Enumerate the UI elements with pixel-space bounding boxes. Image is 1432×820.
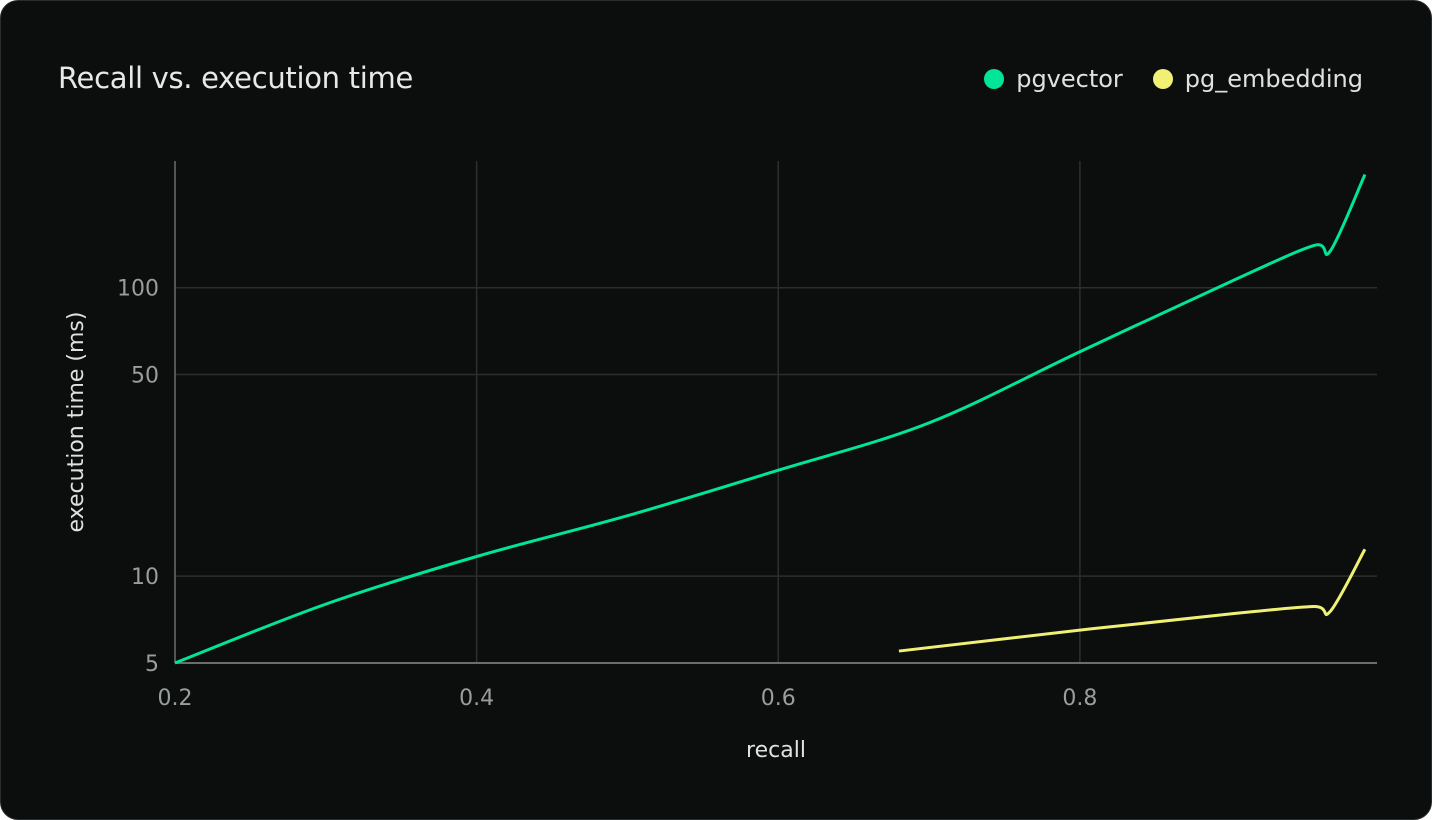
x-tick-label: 0.2: [158, 686, 193, 711]
series-line-pg-embedding: [898, 548, 1367, 653]
legend-dot-icon: [1152, 69, 1173, 89]
y-axis-label: execution time (ms): [64, 312, 89, 533]
x-axis-label: recall: [746, 738, 806, 763]
chart-title: Recall vs. execution time: [58, 61, 414, 95]
legend: pgvector pg_embedding: [984, 65, 1363, 93]
x-tick-label: 0.4: [459, 686, 494, 711]
legend-item-pgvector[interactable]: pgvector: [984, 65, 1123, 93]
x-tick-label: 0.6: [761, 686, 796, 711]
legend-label: pgvector: [1016, 65, 1123, 93]
legend-dot-icon: [984, 69, 1005, 89]
legend-item-pg-embedding[interactable]: pg_embedding: [1152, 65, 1363, 93]
y-tick-label: 10: [131, 565, 159, 590]
y-tick-label: 100: [117, 277, 159, 302]
y-tick-label: 5: [145, 652, 159, 677]
x-tick-label: 0.8: [1062, 686, 1097, 711]
legend-label: pg_embedding: [1184, 65, 1363, 93]
y-tick-label: 50: [131, 364, 159, 389]
series-line-pgvector: [174, 173, 1367, 665]
